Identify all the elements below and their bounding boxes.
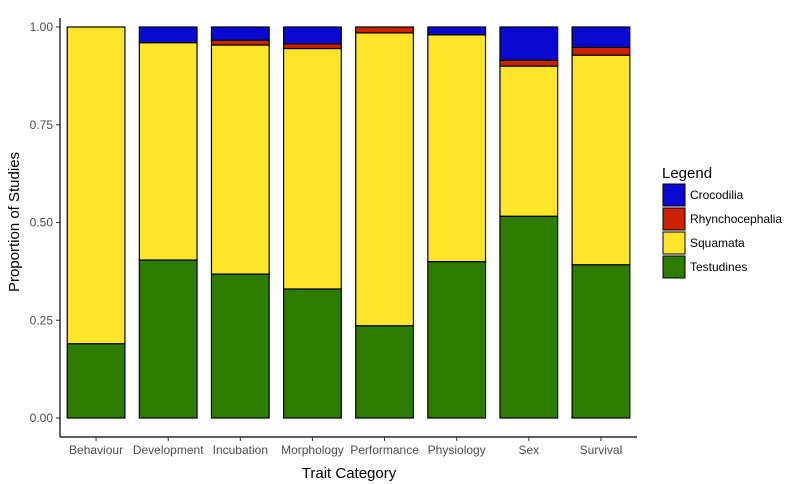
bar-segment-rhynchocephalia [210, 39, 270, 46]
bar-segment-testudines [282, 288, 342, 419]
bar-segment-testudines [427, 261, 487, 419]
bar-segment-crocodilia [499, 26, 559, 61]
axes [59, 18, 637, 438]
legend-key-testudines [662, 255, 686, 279]
bar-segment-rhynchocephalia [355, 26, 415, 34]
bar-segment-crocodilia [282, 26, 342, 45]
legend-key-crocodilia [662, 183, 686, 207]
bar-segment-rhynchocephalia [571, 46, 631, 56]
y-tick-label: 0.00 [30, 411, 54, 425]
x-tick-label: Performance [350, 443, 419, 457]
bar-segment-testudines [66, 343, 126, 419]
y-tick-label: 1.00 [30, 20, 54, 34]
x-tick-label: Sex [518, 443, 539, 457]
legend-key-squamata [662, 231, 686, 255]
legend-key-rhynchocephalia [662, 207, 686, 231]
bar-segment-testudines [210, 273, 270, 419]
bar-segment-squamata [66, 26, 126, 345]
bar-segment-crocodilia [138, 26, 198, 44]
legend-label: Crocodilia [690, 188, 744, 202]
x-tick-label: Survival [580, 443, 623, 457]
bar-segment-crocodilia [210, 26, 270, 41]
y-axis-ticks: 0.00 0.25 0.50 0.75 1.00 [30, 20, 60, 425]
legend: Legend Crocodilia Rhynchocephalia Squamata… [662, 165, 782, 279]
x-tick-label: Behaviour [69, 443, 123, 457]
x-axis-ticks: Behaviour Development Incubation Morphology… [69, 437, 622, 457]
x-tick-label: Development [133, 443, 204, 457]
bar-segment-crocodilia [571, 26, 631, 48]
y-tick-label: 0.75 [30, 118, 54, 132]
legend-label: Rhynchocephalia [690, 212, 782, 226]
x-tick-label: Incubation [213, 443, 268, 457]
bar-segment-rhynchocephalia [499, 59, 559, 67]
bar-segment-squamata [138, 42, 198, 261]
legend-title: Legend [662, 165, 712, 182]
bar-segment-testudines [571, 264, 631, 419]
bar-segment-crocodilia [427, 26, 487, 36]
bar-segment-squamata [282, 47, 342, 290]
bar-segment-squamata [427, 34, 487, 263]
bar-segment-testudines [499, 215, 559, 419]
bar-segment-testudines [138, 259, 198, 419]
y-axis-title: Proportion of Studies [6, 152, 23, 292]
x-tick-label: Morphology [281, 443, 344, 457]
x-tick-label: Physiology [428, 443, 486, 457]
bars [66, 26, 631, 419]
bar-segment-squamata [499, 65, 559, 217]
legend-label: Testudines [690, 260, 747, 274]
y-tick-label: 0.25 [30, 313, 54, 327]
legend-label: Squamata [690, 236, 745, 250]
bar-segment-squamata [571, 54, 631, 266]
bar-segment-rhynchocephalia [282, 43, 342, 50]
bar-segment-testudines [355, 325, 415, 419]
y-tick-label: 0.50 [30, 216, 54, 230]
x-axis-title: Trait Category [302, 465, 397, 482]
bar-segment-squamata [355, 32, 415, 327]
bar-segment-squamata [210, 44, 270, 275]
